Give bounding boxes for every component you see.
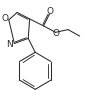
Text: O: O [53,29,60,38]
Text: N: N [6,40,13,49]
Text: O: O [47,8,54,17]
Text: O: O [2,14,9,23]
